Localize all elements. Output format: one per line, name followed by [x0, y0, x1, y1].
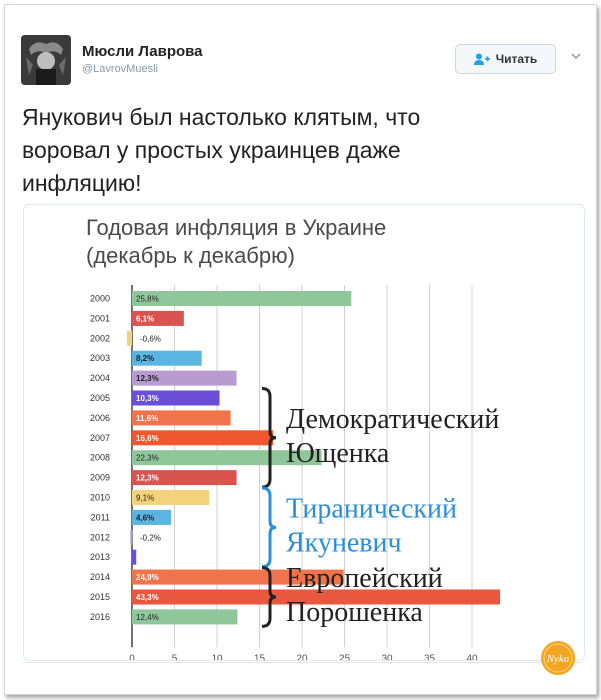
annotation-label: Демократический: [286, 404, 499, 435]
annotation-label: Ющенка: [286, 438, 390, 469]
bar: [130, 529, 133, 545]
y-tick-label: 2015: [90, 592, 110, 602]
data-label: 16,6%: [136, 434, 159, 443]
bar: [132, 430, 274, 446]
watermark-logo: Nyka: [541, 641, 575, 675]
x-tick-label: 20: [296, 653, 308, 660]
annotation-label: Якуневич: [286, 527, 402, 558]
follow-button[interactable]: Читать: [455, 44, 556, 74]
x-tick-label: 15: [254, 653, 266, 660]
data-label: 43,3%: [136, 593, 159, 602]
y-tick-label: 2014: [90, 572, 110, 582]
x-tick-label: 5: [172, 653, 178, 660]
y-tick-label: 2011: [91, 512, 110, 522]
annotation-brace: [261, 387, 277, 489]
data-label: -0,2%: [140, 533, 161, 542]
bar: [132, 569, 344, 585]
follow-button-label: Читать: [495, 52, 538, 66]
bar: [132, 450, 322, 466]
annotation-label: Тиранический: [286, 493, 457, 524]
chart-title: (декабрь к декабрю): [86, 243, 295, 268]
y-tick-label: 2007: [90, 433, 110, 443]
data-label: 10,3%: [136, 394, 159, 403]
data-label: 11,6%: [136, 414, 158, 423]
avatar-image: [21, 35, 71, 85]
x-tick-label: 0: [129, 653, 135, 660]
annotation-brace: [261, 486, 277, 569]
svg-text:Nyka: Nyka: [546, 653, 570, 665]
bar: [132, 470, 237, 486]
data-label: 12,3%: [136, 474, 159, 483]
data-label: 12,4%: [136, 613, 159, 622]
bar: [132, 509, 172, 525]
y-tick-label: 2006: [90, 413, 110, 423]
bar: [132, 410, 231, 426]
y-tick-label: 2016: [90, 612, 110, 622]
bar: [132, 609, 238, 625]
y-tick-label: 2013: [90, 552, 110, 562]
y-tick-label: 2000: [90, 294, 110, 304]
y-tick-label: 2001: [90, 313, 110, 323]
x-tick-label: 35: [424, 653, 436, 660]
tweet-text: Янукович был настолько клятым, что воров…: [22, 101, 582, 200]
bar: [132, 350, 202, 366]
divider: [23, 662, 583, 663]
tweet-line: Янукович был настолько клятым, что: [22, 104, 421, 130]
bar: [132, 390, 220, 406]
data-label: 9,1%: [136, 494, 154, 503]
bar: [132, 549, 137, 565]
author-handle[interactable]: @LavrovMuesli: [82, 63, 158, 75]
annotation-brace: [261, 566, 277, 628]
bar: [126, 330, 132, 346]
y-tick-label: 2012: [90, 532, 110, 542]
data-label: 0,5%: [136, 553, 154, 562]
data-label: 22,3%: [136, 454, 159, 463]
author-name[interactable]: Мюсли Лаврова: [82, 43, 203, 60]
follow-person-plus-icon: [473, 53, 490, 65]
bar: [132, 291, 352, 306]
data-label: 8,2%: [136, 354, 154, 363]
y-tick-label: 2004: [90, 373, 110, 383]
tweet-media-image[interactable]: Годовая инфляция в Украине (декабрь к дек…: [23, 204, 585, 661]
y-tick-label: 2009: [90, 473, 110, 483]
x-tick-label: 40: [466, 653, 478, 660]
bar: [132, 589, 501, 605]
y-tick-label: 2008: [90, 453, 110, 463]
chart-title: Годовая инфляция в Украине: [86, 215, 386, 240]
data-label: 25,8%: [136, 295, 159, 304]
annotation-label: Порошенка: [286, 597, 423, 628]
bar: [132, 490, 210, 505]
data-label: 24,9%: [136, 573, 159, 582]
y-tick-label: 2005: [90, 393, 110, 403]
y-tick-label: 2002: [90, 333, 110, 343]
data-label: 12,3%: [136, 374, 159, 383]
bar: [132, 310, 184, 326]
data-label: 6,1%: [136, 314, 154, 323]
x-tick-label: 10: [211, 653, 223, 660]
avatar[interactable]: [21, 35, 71, 85]
y-tick-label: 2010: [90, 493, 110, 503]
bar: [132, 370, 237, 386]
tweet-line: инфляцию!: [22, 170, 142, 196]
inflation-chart: Годовая инфляция в Украине (декабрь к дек…: [86, 215, 501, 660]
tweet-line: воровал у простых украинцев даже: [22, 137, 401, 163]
x-tick-label: 25: [339, 653, 351, 660]
data-label: 4,6%: [136, 513, 154, 522]
y-tick-label: 2003: [90, 353, 110, 363]
data-label: -0,6%: [140, 334, 161, 343]
annotation-label: Европейский: [286, 563, 443, 594]
x-tick-label: 30: [381, 653, 393, 660]
chevron-down-icon[interactable]: [570, 50, 582, 62]
